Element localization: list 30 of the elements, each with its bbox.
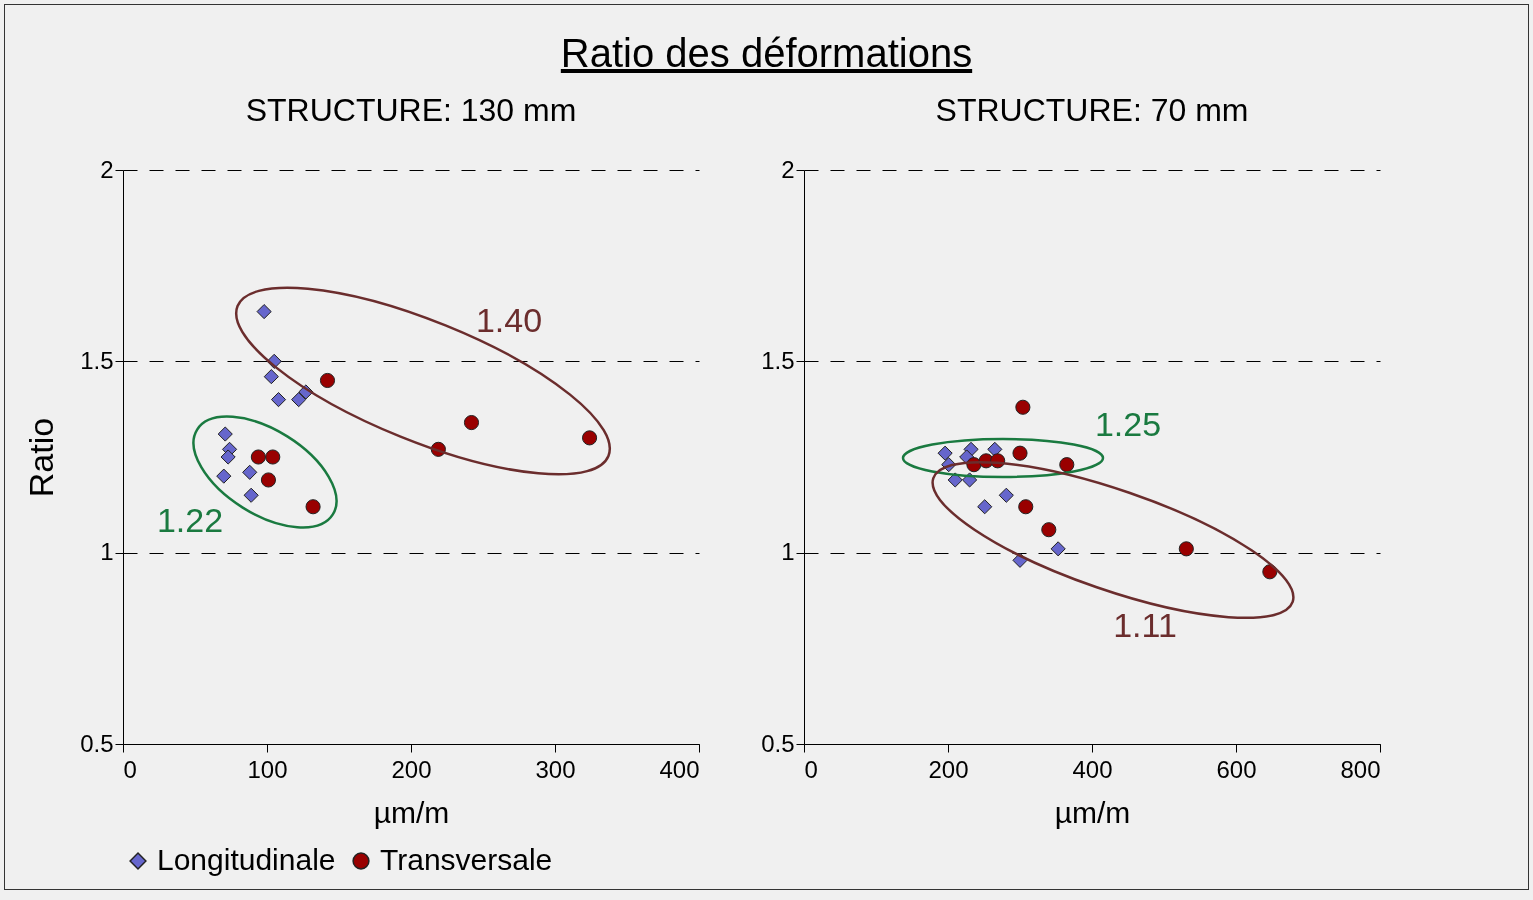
y-tick-label: 1 [781,538,795,566]
x-axis-title: µm/m [373,795,450,829]
chart-subtitle: STRUCTURE: 70 mm [935,92,1249,128]
x-tick-label: 200 [391,755,432,783]
y-axis-title: Ratio [22,417,61,498]
annotation: 1.22 [156,500,224,539]
y-tick-label: 1 [100,538,114,566]
x-tick-label: 800 [1340,755,1381,783]
y-tick-label: 0.5 [80,729,114,757]
annotation: 1.11 [1113,605,1177,644]
annotation: 1.25 [1094,404,1162,443]
x-axis-title: µm/m [1054,795,1131,829]
x-tick-label: 200 [928,755,969,783]
x-tick-label: 400 [659,755,700,783]
legend-label: Transversale [380,843,553,876]
y-tick-label: 1.5 [761,346,795,374]
y-tick-label: 2 [781,155,795,183]
y-tick-label: 0.5 [761,729,795,757]
annotation: 1.40 [475,300,543,339]
x-tick-label: 300 [535,755,576,783]
chart-title: Ratio des déformations [559,30,974,77]
x-tick-label: 0 [123,755,137,783]
y-tick-label: 1.5 [80,346,114,374]
x-tick-label: 0 [804,755,818,783]
x-tick-label: 100 [247,755,288,783]
y-tick-label: 2 [100,155,114,183]
x-tick-label: 600 [1216,755,1257,783]
chart-subtitle: STRUCTURE: 130 mm [245,92,577,128]
legend-label: Longitudinale [157,843,336,876]
x-tick-label: 400 [1072,755,1113,783]
